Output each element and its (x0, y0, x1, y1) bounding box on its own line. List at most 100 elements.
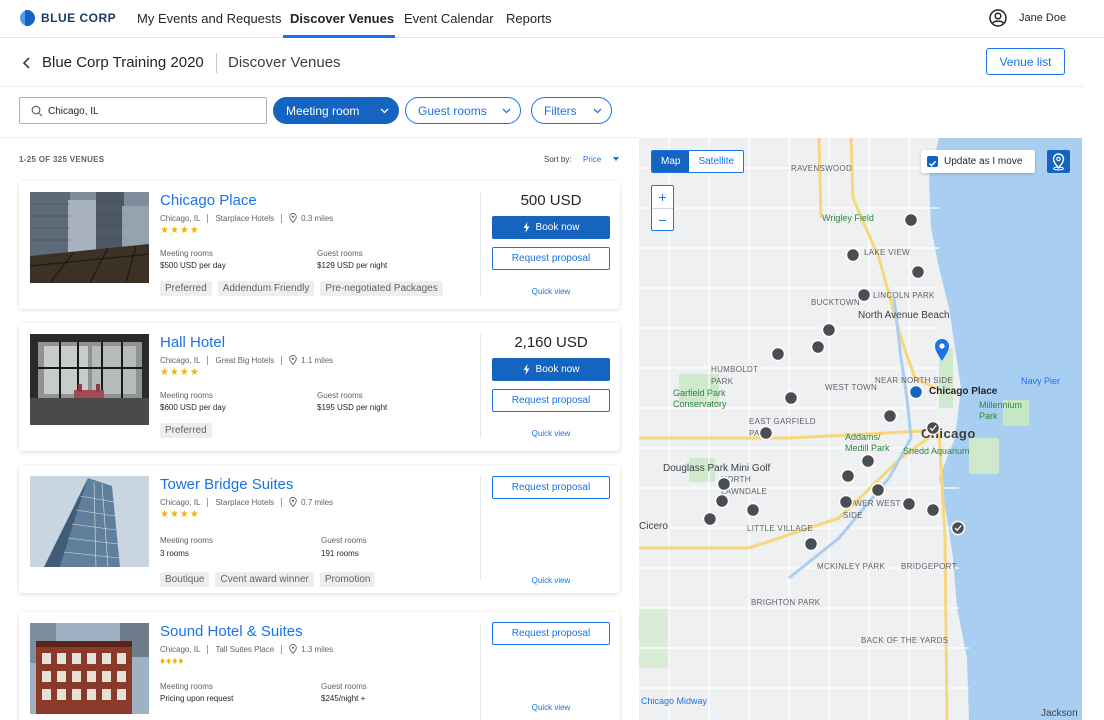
venue-marker[interactable] (783, 390, 799, 406)
tab-discover-venues[interactable]: Discover Venues (290, 11, 395, 26)
meeting-rooms-value: 3 rooms (160, 549, 189, 558)
request-proposal-button[interactable]: Request proposal (492, 476, 610, 499)
selected-venue-pin-icon[interactable] (934, 338, 950, 362)
user-name[interactable]: Jane Doe (1019, 12, 1067, 24)
venue-marker[interactable] (770, 346, 786, 362)
venue-marker[interactable] (838, 494, 854, 510)
request-proposal-button[interactable]: Request proposal (492, 247, 610, 270)
card-divider (480, 192, 481, 296)
selected-venue-marker[interactable] (908, 384, 924, 400)
location-search-input[interactable] (48, 103, 258, 119)
venue-card[interactable]: Tower Bridge Suites Chicago, IL Starplac… (19, 465, 620, 593)
venue-marker[interactable] (903, 212, 919, 228)
venue-photo[interactable] (30, 623, 149, 714)
quick-view-link[interactable]: Quick view (531, 703, 571, 712)
venue-marker[interactable] (860, 453, 876, 469)
chevron-down-icon (380, 108, 389, 114)
guest-rooms-filter[interactable]: Guest rooms (405, 97, 521, 124)
blue-corp-logo[interactable]: BLUE CORP (20, 10, 116, 26)
map-label: NORTH LAWNDALE (721, 475, 768, 496)
map-label: Millennium Park (979, 400, 1023, 421)
request-proposal-button[interactable]: Request proposal (492, 389, 610, 412)
chevron-down-icon (593, 108, 602, 114)
venue-name[interactable]: Tower Bridge Suites (160, 476, 294, 493)
tab-my-events[interactable]: My Events and Requests (137, 11, 282, 26)
card-divider (480, 476, 481, 580)
venue-card[interactable]: Sound Hotel & Suites Chicago, IL Tall Su… (19, 612, 620, 720)
venue-marker[interactable] (870, 482, 886, 498)
request-proposal-button[interactable]: Request proposal (492, 622, 610, 645)
list-divider (0, 137, 638, 138)
card-divider (480, 623, 481, 720)
venue-marker[interactable] (845, 247, 861, 263)
book-now-button[interactable]: Book now (492, 216, 610, 239)
update-checkbox[interactable] (927, 156, 938, 167)
quick-view-link[interactable]: Quick view (531, 287, 571, 296)
map-canvas[interactable] (639, 138, 1082, 720)
logo-mark-icon (20, 10, 35, 26)
caret-down-icon[interactable] (613, 157, 619, 161)
venue-marker[interactable] (810, 339, 826, 355)
venue-meta: Chicago, IL Tall Suites Place 1.3 miles (160, 644, 333, 654)
venue-marker[interactable] (856, 287, 872, 303)
venue-meta: Chicago, IL Starplace Hotels 0.3 miles (160, 213, 333, 223)
venue-name[interactable]: Chicago Place (160, 192, 257, 209)
venue-photo[interactable] (30, 192, 149, 283)
venue-marker[interactable] (840, 468, 856, 484)
quick-view-link[interactable]: Quick view (531, 429, 571, 438)
update-as-i-move[interactable]: Update as I move (921, 150, 1035, 173)
zoom-out-button[interactable]: − (658, 212, 667, 228)
venue-name[interactable]: Sound Hotel & Suites (160, 623, 303, 640)
meeting-room-filter[interactable]: Meeting room (273, 97, 399, 124)
quick-view-link[interactable]: Quick view (531, 576, 571, 585)
venue-map[interactable]: RAVENSWOOD Wrigley Field LAKE VIEW LINCO… (639, 138, 1082, 720)
venue-marker[interactable] (758, 425, 774, 441)
venue-marker[interactable] (716, 476, 732, 492)
venue-photo[interactable] (30, 476, 149, 567)
guest-rooms-label: Guest rooms (317, 391, 363, 400)
sort-dropdown[interactable]: Price (583, 155, 602, 164)
venue-card[interactable]: Chicago Place Chicago, IL Starplace Hote… (19, 181, 620, 309)
tab-event-calendar[interactable]: Event Calendar (404, 11, 494, 26)
venue-tag: Pre-negotiated Packages (320, 281, 443, 296)
map-markers (702, 212, 966, 552)
map-label: Navy Pier (1021, 376, 1061, 386)
venue-marker[interactable] (714, 493, 730, 509)
venue-list-button[interactable]: Venue list (986, 48, 1065, 75)
top-navigation: BLUE CORP My Events and Requests Discove… (0, 0, 1104, 38)
venue-marker[interactable] (745, 502, 761, 518)
map-label: Jackson (1041, 708, 1078, 719)
venue-marker[interactable] (882, 408, 898, 424)
back-arrow-icon[interactable] (20, 55, 34, 71)
venue-marker[interactable] (910, 264, 926, 280)
venue-tags: Preferred (160, 423, 212, 438)
more-filters-button[interactable]: Filters (531, 97, 612, 124)
venue-marker[interactable] (925, 420, 941, 436)
venue-name[interactable]: Hall Hotel (160, 334, 226, 351)
venue-photo[interactable] (30, 334, 149, 425)
venue-card[interactable]: Hall Hotel Chicago, IL Great Big Hotels … (19, 323, 620, 451)
zoom-controls: + − (651, 185, 674, 231)
map-view-button[interactable]: Map (652, 151, 690, 172)
map-label: Chicago Place (929, 386, 998, 397)
zoom-in-button[interactable]: + (658, 189, 667, 205)
venue-marker[interactable] (702, 511, 718, 527)
meeting-room-filter-label: Meeting room (286, 103, 360, 118)
venue-marker[interactable] (950, 520, 966, 536)
map-label: WEST TOWN (825, 383, 878, 392)
tab-reports[interactable]: Reports (506, 11, 552, 26)
meeting-rooms-label: Meeting rooms (160, 249, 213, 258)
venue-marker[interactable] (803, 536, 819, 552)
venue-marker[interactable] (925, 502, 941, 518)
venue-city: Chicago, IL (160, 213, 201, 223)
venue-marker[interactable] (901, 496, 917, 512)
venue-marker[interactable] (821, 322, 837, 338)
map-label: BRIDGEPORT (901, 562, 957, 571)
meeting-rooms-label: Meeting rooms (160, 682, 213, 691)
satellite-view-button[interactable]: Satellite (689, 151, 744, 172)
venue-city: Chicago, IL (160, 497, 201, 507)
meeting-rooms-label: Meeting rooms (160, 536, 213, 545)
book-now-button[interactable]: Book now (492, 358, 610, 381)
locate-button[interactable] (1047, 150, 1070, 173)
user-icon[interactable] (989, 9, 1007, 27)
